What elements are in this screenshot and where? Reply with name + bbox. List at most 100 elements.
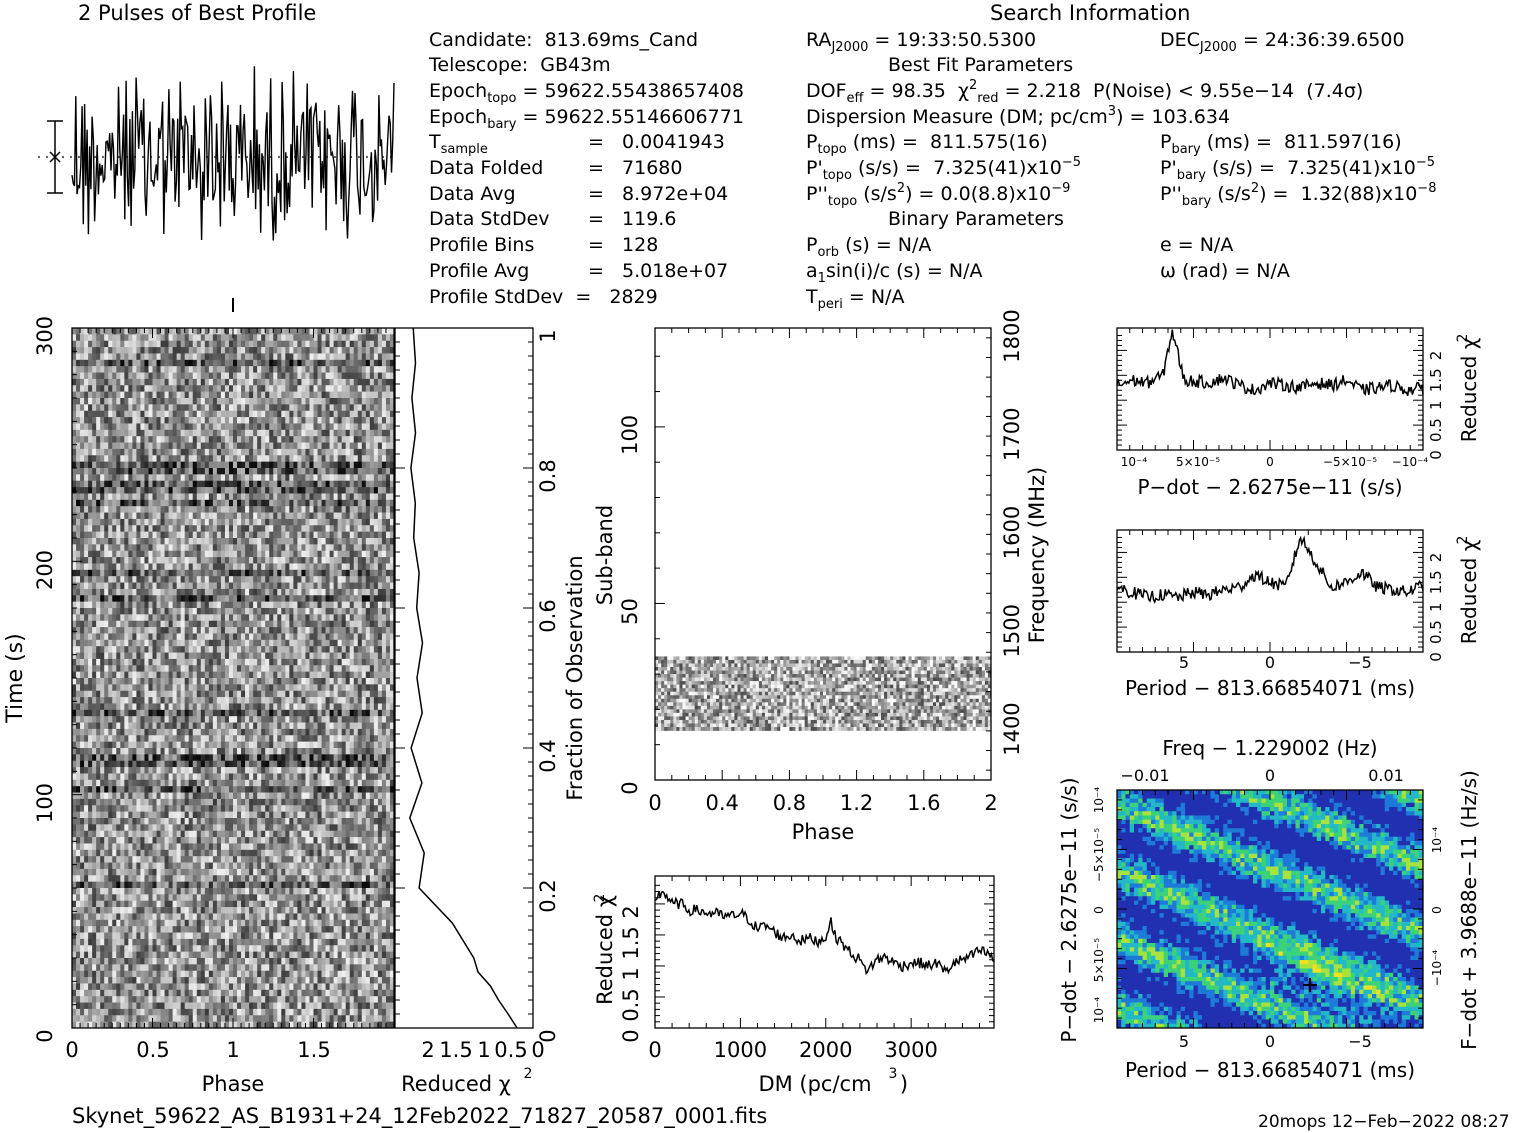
time-phase-cell [365, 429, 371, 437]
time-phase-cell [224, 633, 230, 641]
time-phase-cell [293, 582, 298, 590]
time-phase-cell [285, 518, 290, 526]
time-phase-cell [281, 328, 286, 335]
time-phase-cell [212, 353, 218, 361]
time-phase-cell [345, 448, 351, 456]
time-phase-cell [132, 385, 137, 392]
time-phase-cell [80, 378, 85, 386]
time-phase-cell [76, 518, 81, 526]
time-phase-cell [361, 684, 367, 692]
time-phase-cell [156, 423, 161, 431]
time-phase-cell [309, 512, 314, 520]
time-phase-cell [192, 601, 198, 609]
time-phase-cell [233, 697, 238, 704]
time-phase-cell [285, 620, 290, 628]
time-phase-cell [373, 538, 379, 545]
time-phase-cell [337, 474, 342, 482]
time-phase-cell [305, 512, 310, 520]
time-phase-cell [152, 423, 157, 431]
time-phase-cell [337, 468, 342, 475]
time-phase-cell [321, 595, 326, 602]
time-phase-cell [305, 525, 310, 532]
time-phase-cell [172, 633, 177, 641]
time-phase-cell [160, 538, 165, 545]
time-phase-cell [317, 468, 322, 475]
time-phase-cell [212, 582, 218, 590]
time-phase-cell [184, 557, 190, 564]
time-phase-cell [353, 684, 359, 692]
time-phase-cell [377, 448, 383, 456]
time-phase-cell [237, 601, 242, 609]
time-phase-cell [100, 347, 105, 354]
time-phase-cell [349, 480, 355, 488]
time-phase-cell [144, 391, 149, 399]
time-phase-cell [297, 531, 302, 539]
time-phase-cell [96, 646, 101, 653]
time-phase-cell [136, 569, 141, 577]
time-phase-cell [116, 499, 121, 507]
time-phase-cell [373, 378, 379, 386]
time-phase-cell [152, 328, 157, 335]
time-phase-cell [325, 531, 330, 539]
time-phase-cell [385, 684, 391, 692]
time-phase-cell [184, 614, 190, 622]
time-phase-cell [345, 538, 351, 545]
time-phase-cell [184, 487, 190, 494]
time-phase-cell [76, 703, 81, 711]
time-phase-cell [345, 531, 351, 539]
time-phase-cell [148, 378, 153, 386]
time-phase-cell [305, 410, 310, 418]
time-phase-cell [377, 595, 383, 602]
time-phase-cell [369, 372, 375, 380]
time-phase-cell [76, 531, 81, 539]
time-phase-cell [212, 588, 218, 596]
time-phase-cell [329, 461, 334, 469]
time-phase-cell [224, 391, 230, 399]
time-phase-cell [285, 499, 290, 507]
time-phase-cell [184, 448, 190, 456]
time-phase-cell [100, 417, 105, 424]
time-phase-cell [237, 328, 242, 335]
time-phase-cell [80, 404, 85, 412]
time-phase-cell [333, 678, 338, 685]
time-phase-cell [285, 627, 290, 634]
time-phase-cell [88, 448, 93, 456]
time-phase-cell [337, 429, 342, 437]
time-phase-cell [116, 601, 121, 609]
time-phase-cell [108, 525, 113, 532]
time-phase-cell [285, 614, 290, 622]
time-phase-cell [172, 487, 177, 494]
time-phase-cell [385, 671, 391, 679]
time-phase-cell [377, 709, 383, 717]
time-phase-cell [208, 359, 214, 367]
time-phase-cell [281, 703, 286, 711]
time-phase-cell [200, 531, 206, 539]
time-phase-cell [305, 506, 310, 513]
time-phase-cell [188, 461, 194, 469]
time-phase-cell [80, 480, 85, 488]
time-phase-cell [333, 608, 338, 615]
time-phase-cell [196, 652, 202, 660]
time-phase-cell [88, 646, 93, 653]
time-phase-cell [144, 658, 149, 666]
time-phase-cell [76, 442, 81, 450]
time-phase-cell [128, 601, 133, 609]
time-phase-cell [241, 398, 246, 405]
time-phase-cell [385, 410, 391, 418]
time-phase-cell [196, 404, 202, 412]
time-phase-cell [329, 595, 334, 602]
time-phase-cell [337, 423, 342, 431]
time-phase-cell [293, 588, 298, 596]
time-phase-cell [373, 601, 379, 609]
time-phase-cell [389, 398, 395, 405]
time-phase-cell [148, 436, 153, 443]
time-phase-cell [281, 665, 286, 672]
time-phase-cell [329, 538, 334, 545]
time-phase-cell [269, 614, 274, 622]
time-phase-cell [257, 608, 262, 615]
time-phase-cell [241, 671, 246, 679]
time-phase-cell [100, 576, 105, 583]
time-phase-cell [120, 588, 125, 596]
time-phase-cell [80, 518, 85, 526]
time-phase-cell [172, 671, 177, 679]
